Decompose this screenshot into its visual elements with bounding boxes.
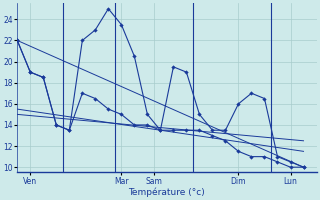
X-axis label: Température (°c): Température (°c)	[129, 187, 205, 197]
